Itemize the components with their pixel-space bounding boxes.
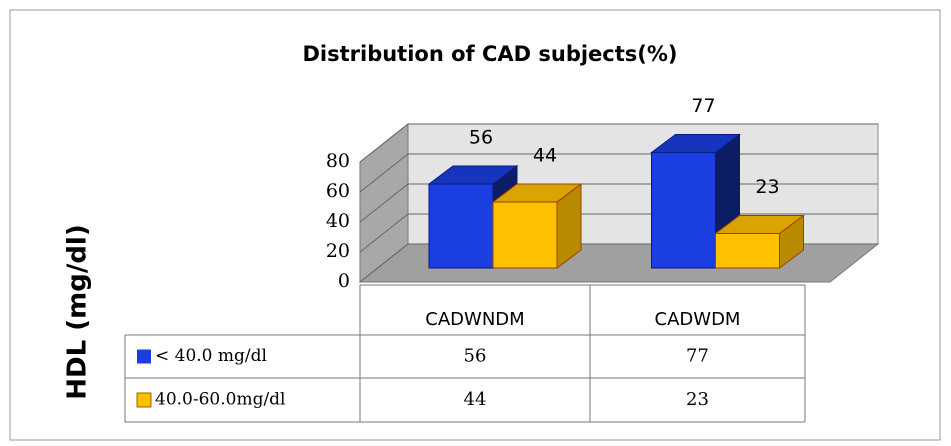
chart-title: Distribution of CAD subjects(%) — [302, 42, 677, 66]
y-axis-label: HDL (mg/dl) — [63, 224, 93, 399]
x-tick-label: CADWNDM — [425, 309, 524, 330]
y-tick-label: 60 — [326, 180, 350, 202]
bar — [714, 214, 805, 269]
x-tick-label: CADWDM — [655, 309, 741, 330]
table-value: 56 — [464, 346, 487, 367]
y-tick-label: 20 — [326, 240, 350, 262]
bar-front — [492, 201, 558, 269]
y-tick-label: 80 — [326, 150, 350, 172]
y-tick-label: 0 — [338, 270, 350, 292]
table-value: 23 — [686, 389, 709, 410]
bar-front — [651, 152, 716, 269]
table-value: 77 — [686, 346, 709, 367]
bar-front — [428, 183, 494, 269]
legend-key — [137, 349, 151, 364]
value-label: 23 — [755, 176, 779, 198]
legend-key — [136, 392, 152, 408]
table-value: 44 — [464, 389, 487, 410]
legend-label: < 40.0 mg/dl — [155, 346, 267, 366]
bar-front — [715, 233, 780, 269]
bar — [491, 183, 583, 269]
value-label: 56 — [469, 127, 493, 149]
value-label: 44 — [533, 145, 557, 167]
value-label: 77 — [691, 95, 715, 117]
grid-line — [359, 123, 878, 163]
legend-label: 40.0-60.0mg/dl — [155, 390, 286, 410]
y-tick-label: 40 — [326, 210, 350, 232]
